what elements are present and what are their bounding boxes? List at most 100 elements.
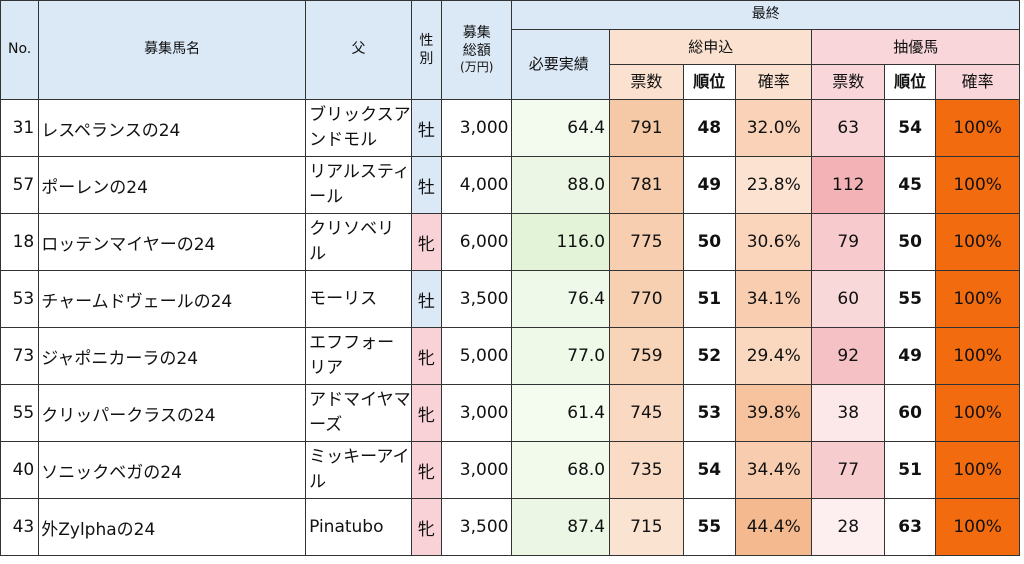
row-total-rank: 53 bbox=[682, 384, 736, 442]
row-horse-name: ロッテンマイヤーの24 bbox=[38, 213, 307, 271]
row-total-votes: 735 bbox=[609, 441, 684, 499]
header-required-record: 必要実績 bbox=[511, 29, 611, 100]
header-total-rank: 順位 bbox=[682, 64, 736, 100]
row-required-record: 77.0 bbox=[511, 327, 611, 385]
row-total-probability: 34.4% bbox=[734, 441, 813, 499]
table-row: 73 ジャポニカーラの24 エフフォーリア牝 5,000 77.0 759 52 29.4% 9… bbox=[0, 327, 1020, 385]
row-lottery-rank: 50 bbox=[883, 213, 937, 271]
row-total-votes: 781 bbox=[609, 156, 684, 214]
row-lottery-probability: 100% bbox=[935, 99, 1020, 157]
row-sex: 牝 bbox=[410, 327, 443, 385]
row-sire: エフフォーリア bbox=[305, 327, 412, 385]
header-total-amount-line2: 総額 bbox=[462, 42, 491, 59]
row-lottery-votes: 60 bbox=[811, 270, 885, 328]
row-lottery-rank: 60 bbox=[883, 384, 937, 442]
table-row: 43 外Zylphaの24 Pinatubo 牝 3,500 87.4 715 55 44.4%… bbox=[0, 498, 1020, 556]
row-lottery-probability: 100% bbox=[935, 384, 1020, 442]
header-total-votes: 票数 bbox=[609, 64, 684, 100]
header-final: 最終 bbox=[511, 0, 1020, 30]
row-horse-name: クリッパークラスの24 bbox=[38, 384, 307, 442]
row-total-probability: 39.8% bbox=[734, 384, 813, 442]
row-total-probability: 23.8% bbox=[734, 156, 813, 214]
row-lottery-rank: 63 bbox=[883, 498, 937, 556]
row-no: 57 bbox=[0, 156, 40, 214]
row-lottery-probability: 100% bbox=[935, 213, 1020, 271]
row-lottery-votes: 92 bbox=[811, 327, 885, 385]
header-lottery-rank: 順位 bbox=[883, 64, 937, 100]
row-sex: 牝 bbox=[410, 441, 443, 499]
row-total-votes: 791 bbox=[609, 99, 684, 157]
header-sex: 性別 bbox=[410, 0, 443, 100]
row-lottery-votes: 38 bbox=[811, 384, 885, 442]
table-row: 31 レスペランスの24 ブリックスアンドモル牡 3,000 64.4 791 48 32.0… bbox=[0, 99, 1020, 157]
row-horse-name: レスペランスの24 bbox=[38, 99, 307, 157]
row-sire: アドマイヤマーズ bbox=[305, 384, 412, 442]
row-total-amount: 3,000 bbox=[440, 99, 513, 157]
row-no: 40 bbox=[0, 441, 40, 499]
row-lottery-probability: 100% bbox=[935, 156, 1020, 214]
table-row: 55 クリッパークラスの24 アドマイヤマーズ牝 3,000 61.4 745 53 39.8… bbox=[0, 384, 1020, 442]
row-required-record: 87.4 bbox=[511, 498, 611, 556]
row-no: 18 bbox=[0, 213, 40, 271]
row-sex: 牝 bbox=[410, 384, 443, 442]
header-total-amount: 募集 総額 (万円) bbox=[440, 0, 513, 100]
row-total-probability: 30.6% bbox=[734, 213, 813, 271]
row-sire: クリソベリル bbox=[305, 213, 412, 271]
row-required-record: 116.0 bbox=[511, 213, 611, 271]
row-total-probability: 32.0% bbox=[734, 99, 813, 157]
row-total-amount: 3,000 bbox=[440, 384, 513, 442]
row-sire: ミッキーアイル bbox=[305, 441, 412, 499]
header-total-probability: 確率 bbox=[734, 64, 813, 100]
row-required-record: 88.0 bbox=[511, 156, 611, 214]
row-lottery-rank: 49 bbox=[883, 327, 937, 385]
row-horse-name: ジャポニカーラの24 bbox=[38, 327, 307, 385]
row-no: 53 bbox=[0, 270, 40, 328]
row-required-record: 76.4 bbox=[511, 270, 611, 328]
row-sex: 牝 bbox=[410, 213, 443, 271]
row-no: 31 bbox=[0, 99, 40, 157]
row-total-votes: 775 bbox=[609, 213, 684, 271]
row-total-rank: 50 bbox=[682, 213, 736, 271]
row-total-probability: 29.4% bbox=[734, 327, 813, 385]
table-header: No. 募集馬名 父 性別 募集 総額 (万円) 最終 必要実績 総申込 抽優馬… bbox=[0, 0, 1020, 100]
row-total-amount: 4,000 bbox=[440, 156, 513, 214]
row-sex: 牡 bbox=[410, 270, 443, 328]
row-sex: 牡 bbox=[410, 156, 443, 214]
row-total-rank: 52 bbox=[682, 327, 736, 385]
row-required-record: 61.4 bbox=[511, 384, 611, 442]
row-lottery-votes: 112 bbox=[811, 156, 885, 214]
row-total-votes: 759 bbox=[609, 327, 684, 385]
row-no: 73 bbox=[0, 327, 40, 385]
row-sire: モーリス bbox=[305, 270, 412, 328]
row-total-rank: 55 bbox=[682, 498, 736, 556]
row-total-amount: 3,000 bbox=[440, 441, 513, 499]
row-total-rank: 54 bbox=[682, 441, 736, 499]
row-total-votes: 715 bbox=[609, 498, 684, 556]
row-sex: 牝 bbox=[410, 498, 443, 556]
row-horse-name: ソニックベガの24 bbox=[38, 441, 307, 499]
row-total-rank: 49 bbox=[682, 156, 736, 214]
row-total-amount: 3,500 bbox=[440, 498, 513, 556]
row-total-probability: 34.1% bbox=[734, 270, 813, 328]
header-total-amount-unit: (万円) bbox=[460, 60, 494, 74]
row-lottery-votes: 79 bbox=[811, 213, 885, 271]
header-no: No. bbox=[0, 0, 40, 100]
row-total-amount: 5,000 bbox=[440, 327, 513, 385]
header-sex-label: 性別 bbox=[419, 32, 434, 67]
header-total-applications: 総申込 bbox=[609, 29, 813, 65]
header-lottery-probability: 確率 bbox=[935, 64, 1020, 100]
row-total-votes: 745 bbox=[609, 384, 684, 442]
row-total-rank: 51 bbox=[682, 270, 736, 328]
row-horse-name: チャームドヴェールの24 bbox=[38, 270, 307, 328]
row-lottery-probability: 100% bbox=[935, 270, 1020, 328]
header-lottery-priority: 抽優馬 bbox=[811, 29, 1020, 65]
row-lottery-probability: 100% bbox=[935, 327, 1020, 385]
row-lottery-rank: 45 bbox=[883, 156, 937, 214]
row-lottery-probability: 100% bbox=[935, 498, 1020, 556]
row-horse-name: ポーレンの24 bbox=[38, 156, 307, 214]
row-sire: Pinatubo bbox=[305, 498, 412, 556]
row-lottery-votes: 77 bbox=[811, 441, 885, 499]
row-required-record: 64.4 bbox=[511, 99, 611, 157]
